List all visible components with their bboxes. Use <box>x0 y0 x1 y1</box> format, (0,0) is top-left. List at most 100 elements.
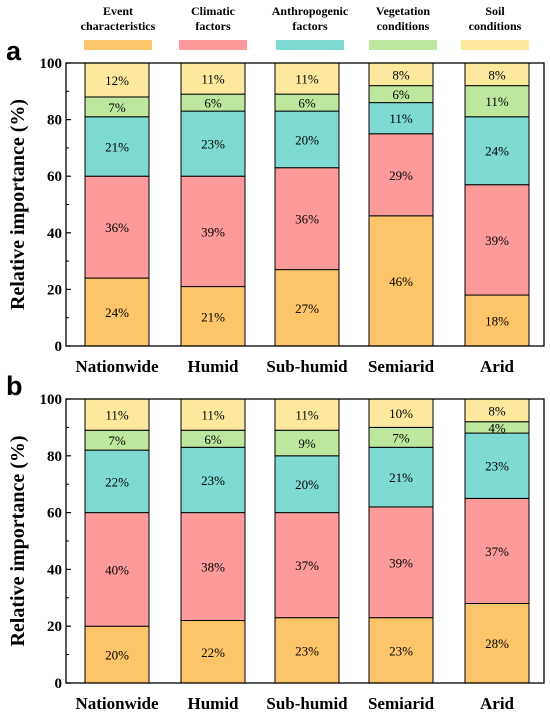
x-tick-label: Sub-humid <box>266 694 348 713</box>
data-label: 23% <box>201 473 225 488</box>
data-label: 22% <box>201 645 225 660</box>
data-label: 46% <box>389 274 413 289</box>
bar-segment <box>274 455 340 514</box>
data-label: 8% <box>488 403 506 418</box>
data-label: 21% <box>201 309 225 324</box>
bar-segment <box>464 497 530 604</box>
data-label: 21% <box>389 470 413 485</box>
legend-label-line1: Soil <box>485 4 505 18</box>
legend-swatch <box>84 40 152 50</box>
bar-segment <box>368 133 434 217</box>
data-label: 11% <box>201 408 225 423</box>
data-label: 4% <box>488 420 506 435</box>
bar-segment <box>274 429 340 457</box>
x-tick-label: Semiarid <box>368 357 435 376</box>
x-tick-label: Sub-humid <box>266 357 348 376</box>
legend-label-line2: conditions <box>377 19 430 33</box>
data-label: 39% <box>389 555 413 570</box>
y-tick-label: 20 <box>47 282 62 298</box>
data-label: 6% <box>392 87 410 102</box>
data-label: 11% <box>295 408 319 423</box>
y-tick-label: 0 <box>55 339 63 355</box>
x-tick-label: Arid <box>480 357 515 376</box>
data-label: 20% <box>295 477 319 492</box>
legend-label-line1: Event <box>103 4 133 18</box>
data-label: 27% <box>295 301 319 316</box>
x-tick-label: Nationwide <box>75 357 159 376</box>
bar-segment <box>84 175 150 279</box>
data-label: 28% <box>485 636 509 651</box>
bar-segment <box>274 398 340 431</box>
bar-segment <box>84 512 150 627</box>
y-tick-label: 60 <box>47 506 62 522</box>
plot-frame <box>65 398 545 684</box>
legend-label-line2: factors <box>292 19 328 33</box>
data-label: 40% <box>105 562 129 577</box>
legend-swatch <box>369 40 437 50</box>
bar-segment <box>180 620 246 684</box>
y-tick-label: 0 <box>55 676 63 692</box>
y-tick-label: 80 <box>47 449 62 465</box>
bar-segment <box>84 277 150 347</box>
legend-swatch <box>461 40 529 50</box>
data-label: 24% <box>485 144 509 159</box>
legend: EventcharacteristicsClimaticfactorsAnthr… <box>81 4 529 50</box>
bar-segment <box>84 625 150 684</box>
y-axis-label: Relative importance (%) <box>7 99 29 310</box>
panel-letter: b <box>6 371 23 401</box>
data-label: 23% <box>485 459 509 474</box>
bar-segment <box>180 110 246 177</box>
panel-letter: a <box>6 36 22 66</box>
data-label: 20% <box>105 648 129 663</box>
data-label: 37% <box>485 544 509 559</box>
x-tick-label: Semiarid <box>368 694 435 713</box>
bar-segment <box>464 432 530 499</box>
bar-segment <box>84 449 150 514</box>
legend-label-line1: Anthropogenic <box>272 4 349 18</box>
bar-segment <box>464 116 530 186</box>
data-label: 39% <box>485 233 509 248</box>
bar-segment <box>274 110 340 169</box>
bar-segment <box>180 175 246 288</box>
bar-segment <box>464 85 530 118</box>
data-label: 22% <box>105 474 129 489</box>
data-label: 23% <box>389 643 413 658</box>
data-label: 24% <box>105 305 129 320</box>
data-label: 23% <box>201 137 225 152</box>
panel-b: b Relative importance (%) 20% 40% 22% 7% 11% Na… <box>6 371 545 713</box>
panel-a: a Relative importance (%) 24% 36% 21% 7% 12% Na… <box>6 36 545 376</box>
bar-segment <box>180 446 246 514</box>
bar-segment <box>464 184 530 296</box>
data-label: 12% <box>105 73 129 88</box>
y-tick-label: 40 <box>47 226 62 242</box>
data-label: 8% <box>392 67 410 82</box>
data-label: 11% <box>201 72 225 87</box>
bar-segment <box>180 512 246 622</box>
bar-segment <box>368 215 434 347</box>
data-label: 6% <box>204 432 222 447</box>
y-tick-label: 80 <box>47 113 62 129</box>
y-tick-label: 40 <box>47 562 62 578</box>
data-label: 8% <box>488 67 506 82</box>
bar-segment <box>274 617 340 684</box>
data-label: 7% <box>108 433 126 448</box>
legend-swatch <box>276 40 344 50</box>
data-label: 39% <box>201 224 225 239</box>
data-label: 37% <box>295 558 319 573</box>
plot-frame <box>65 62 545 347</box>
data-label: 36% <box>105 220 129 235</box>
x-tick-label: Arid <box>480 694 515 713</box>
data-label: 23% <box>295 643 319 658</box>
bar-segment <box>368 398 434 428</box>
legend-label-line2: factors <box>195 19 231 33</box>
bar-segment <box>368 102 434 135</box>
data-label: 18% <box>485 314 509 329</box>
data-label: 11% <box>389 111 413 126</box>
y-tick-label: 60 <box>47 169 62 185</box>
data-label: 7% <box>108 100 126 115</box>
bar-segment <box>368 506 434 619</box>
bar-segment <box>274 167 340 271</box>
data-label: 38% <box>201 560 225 575</box>
bar-segment <box>368 617 434 684</box>
